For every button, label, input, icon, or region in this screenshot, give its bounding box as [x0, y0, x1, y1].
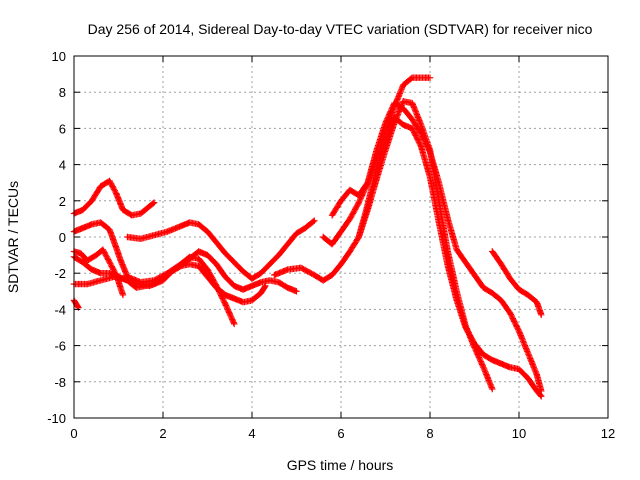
series-trace-1 [70, 177, 158, 219]
x-tick-label: 8 [426, 426, 433, 441]
data-point-markers [355, 114, 545, 400]
y-tick-label: 4 [59, 158, 66, 173]
x-tick-label: 2 [159, 426, 166, 441]
series-trace-6 [124, 217, 318, 282]
data-point-markers [489, 248, 545, 319]
series-trace-11 [489, 248, 545, 319]
y-tick-label: 0 [59, 230, 66, 245]
y-tick-label: 8 [59, 85, 66, 100]
data-point-markers [70, 297, 82, 311]
y-tick-label: 10 [52, 49, 66, 64]
y-tick-label: 2 [59, 194, 66, 209]
x-tick-label: 6 [337, 426, 344, 441]
data-point-markers [328, 99, 545, 395]
data-layer [70, 74, 545, 400]
x-tick-label: 12 [601, 426, 615, 441]
y-tick-label: -10 [47, 411, 66, 426]
y-axis-label: SDTVAR / TECUs [5, 181, 21, 293]
y-tick-label: -4 [54, 302, 66, 317]
y-tick-label: 6 [59, 121, 66, 136]
y-tick-label: -2 [54, 266, 66, 281]
y-tick-label: -8 [54, 375, 66, 390]
series-trace-10 [355, 114, 545, 400]
chart-title: Day 256 of 2014, Sidereal Day-to-day VTE… [88, 21, 593, 37]
x-axis-label: GPS time / hours [287, 457, 394, 473]
x-tick-label: 0 [70, 426, 77, 441]
data-point-markers [70, 177, 158, 219]
data-point-markers [124, 217, 318, 282]
series-trace-9 [328, 99, 545, 395]
x-tick-label: 10 [512, 426, 526, 441]
y-tick-label: -6 [54, 339, 66, 354]
series-trace-12 [70, 297, 82, 311]
tick-layer: 0 2 4 6 8 10 12 -10 -8 -6 -4 -2 0 2 4 6 8 10 [47, 49, 615, 441]
x-tick-label: 4 [248, 426, 255, 441]
